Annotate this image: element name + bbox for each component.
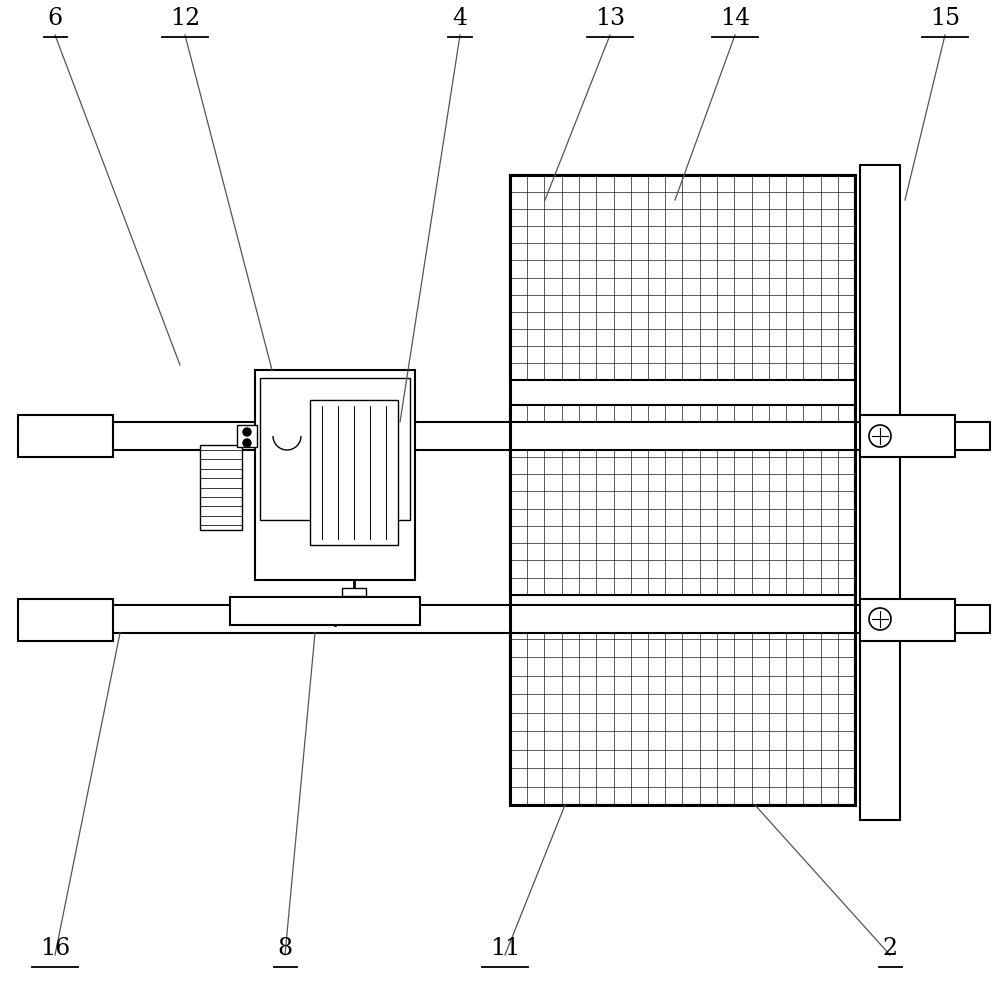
Bar [510,620,855,805]
Circle shape [243,428,251,436]
Bar [230,597,420,625]
Bar [860,415,955,457]
Circle shape [869,425,891,447]
Text: 4: 4 [452,7,468,30]
Bar [510,175,855,805]
Circle shape [869,608,891,630]
Text: 15: 15 [930,7,960,30]
Bar [510,405,855,595]
Bar [310,400,398,545]
Text: 16: 16 [40,937,70,960]
Text: 8: 8 [277,937,293,960]
Bar [510,175,855,805]
Text: 13: 13 [595,7,625,30]
Bar [255,370,415,580]
Bar [18,415,113,457]
Bar [510,175,855,380]
Text: 14: 14 [720,7,750,30]
Text: 12: 12 [170,7,200,30]
Text: 6: 6 [47,7,63,30]
Circle shape [243,439,251,447]
Text: 11: 11 [490,937,520,960]
Bar [200,445,242,530]
Bar [260,378,410,520]
Bar [860,165,900,820]
Bar [860,599,955,641]
Bar [237,425,257,447]
Bar [55,605,990,633]
Bar [342,588,366,596]
Bar [18,599,113,641]
Bar [55,422,990,450]
Text: 2: 2 [882,937,898,960]
